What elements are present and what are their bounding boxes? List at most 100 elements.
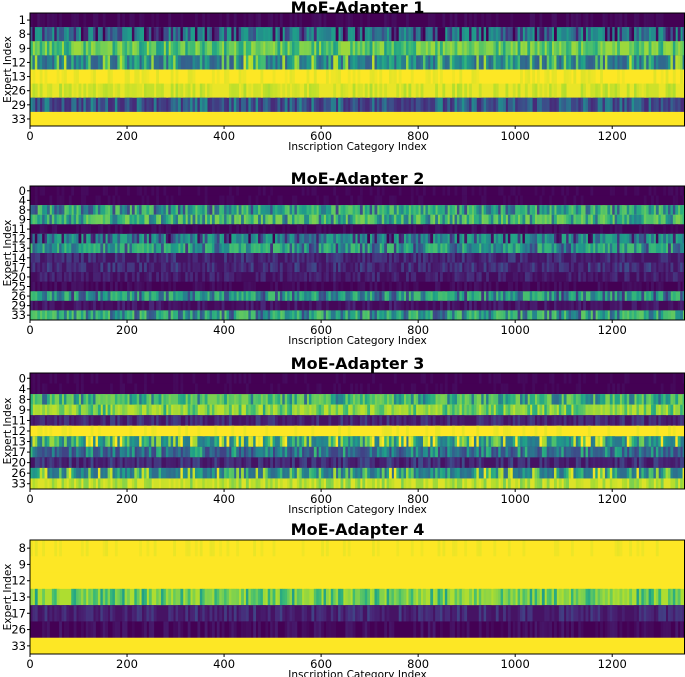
cell [520, 394, 523, 406]
cell [170, 233, 174, 244]
cell [131, 214, 135, 225]
cell [90, 233, 94, 244]
cell [663, 436, 666, 448]
cell [425, 233, 429, 244]
cell [476, 425, 480, 437]
cell [503, 97, 506, 113]
cell [224, 55, 227, 70]
cell [141, 13, 145, 28]
cell [617, 41, 620, 56]
cell [270, 224, 273, 235]
cell [483, 205, 487, 216]
cell [107, 436, 111, 448]
cell [410, 404, 414, 416]
expert-row-17 [30, 446, 685, 458]
cell [364, 457, 368, 469]
cell [655, 97, 659, 113]
cell [46, 291, 50, 302]
cell [439, 69, 443, 85]
cell [236, 233, 240, 244]
cell [444, 233, 448, 244]
cell [527, 415, 531, 427]
cell [156, 195, 159, 206]
cell [563, 69, 567, 85]
cell [30, 262, 33, 273]
cell [330, 262, 334, 273]
cell [107, 262, 111, 273]
cell [185, 310, 189, 321]
cell [638, 446, 642, 458]
cell [54, 415, 58, 427]
cell [406, 300, 409, 311]
cell [42, 394, 45, 406]
cell [345, 310, 349, 321]
cell [258, 446, 261, 458]
cell [350, 394, 354, 406]
expert-row-8 [30, 27, 685, 42]
cell [641, 97, 645, 113]
cell [61, 195, 65, 206]
cell [141, 291, 145, 302]
cell [592, 41, 596, 56]
cell [63, 415, 67, 427]
cell [384, 394, 388, 406]
cell [570, 233, 574, 244]
cell [374, 436, 378, 448]
cell [304, 457, 307, 469]
cell [391, 310, 395, 321]
cell [376, 186, 380, 197]
cell [270, 281, 273, 292]
cell [532, 55, 535, 70]
cell [333, 83, 337, 99]
cell [134, 310, 138, 321]
cell [197, 214, 201, 225]
cell [362, 27, 366, 42]
cell [420, 394, 424, 406]
cell [454, 394, 458, 406]
cell [335, 373, 339, 385]
cell [604, 13, 608, 28]
cell [255, 13, 259, 28]
cell [66, 415, 70, 427]
cell [153, 224, 157, 235]
cell [42, 310, 45, 321]
cell [437, 436, 441, 448]
cell [265, 310, 269, 321]
cell [561, 436, 565, 448]
cell [243, 291, 247, 302]
cell [512, 253, 516, 264]
cell [527, 233, 531, 244]
cell [512, 243, 516, 254]
cell [682, 41, 685, 56]
cell [95, 233, 99, 244]
cell [672, 383, 676, 395]
cell [124, 272, 128, 283]
cell [289, 233, 293, 244]
cell [376, 41, 380, 56]
cell [590, 394, 594, 406]
cell [663, 224, 666, 235]
cell [401, 262, 404, 273]
cell [238, 55, 242, 70]
cell [682, 373, 685, 385]
cell [112, 404, 116, 416]
cell [384, 233, 388, 244]
cell [134, 281, 138, 292]
cell [476, 205, 480, 216]
cell [187, 436, 191, 448]
cell [272, 205, 276, 216]
cell [299, 446, 303, 458]
cell [471, 69, 475, 85]
cell [83, 41, 87, 56]
cell [408, 394, 412, 406]
cell [54, 233, 58, 244]
cell [146, 27, 150, 42]
cell [190, 233, 193, 244]
cell [638, 415, 642, 427]
cell [604, 262, 608, 273]
cell [73, 300, 77, 311]
cell [677, 97, 681, 113]
cell [110, 41, 113, 56]
cell [406, 425, 409, 437]
cell [80, 446, 84, 458]
